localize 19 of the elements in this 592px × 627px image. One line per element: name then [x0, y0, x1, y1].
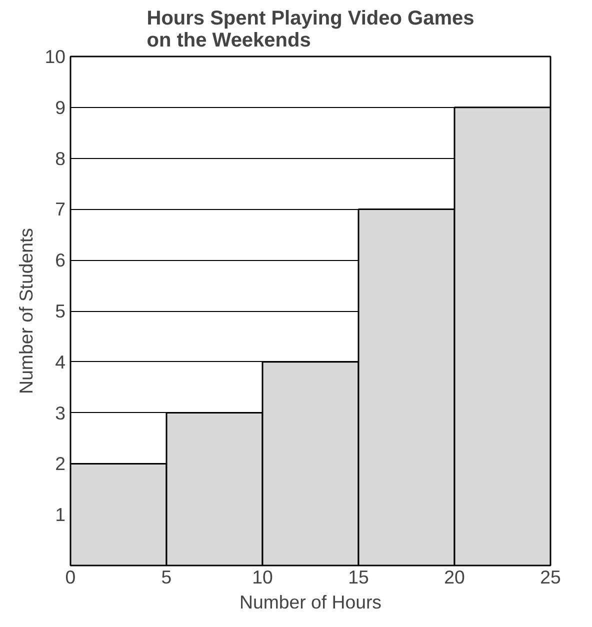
y-tick-label: 8: [55, 148, 66, 169]
chart-title: Hours Spent Playing Video Games on the Weekends: [146, 8, 474, 52]
x-tick-label: 5: [161, 566, 172, 588]
x-tick-label: 15: [348, 566, 369, 588]
x-tick-label: 0: [65, 566, 76, 588]
y-tick-label: 9: [55, 96, 66, 118]
x-tick-label: 25: [540, 566, 561, 588]
y-tick-label: 5: [55, 300, 66, 322]
y-axis-title: Number of Students: [16, 228, 37, 394]
y-tick-label: 6: [55, 250, 66, 271]
x-tick-label: 20: [444, 566, 465, 588]
y-tick-label: 3: [55, 402, 66, 424]
x-axis-title: Number of Hours: [239, 592, 382, 612]
y-tick-label: 1: [55, 504, 66, 526]
y-tick-label: 10: [44, 46, 66, 67]
y-tick-label: 2: [55, 453, 66, 474]
y-tick-label: 7: [55, 198, 66, 220]
y-tick-label: 4: [55, 351, 66, 372]
x-tick-label: 10: [252, 566, 273, 588]
